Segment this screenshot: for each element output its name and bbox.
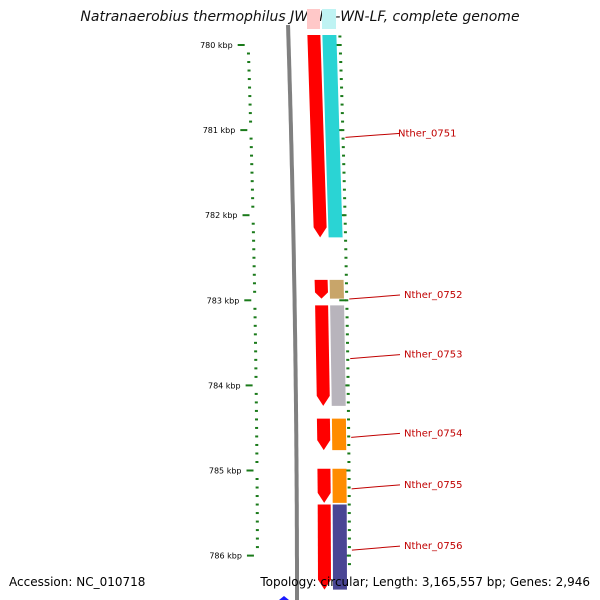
gene-bar-nther_0752 xyxy=(329,279,344,299)
gene-bar-nther_0753 xyxy=(330,305,346,406)
tick-label: 780 kbp xyxy=(200,41,233,50)
gene-label-nther_0755: Nther_0755 xyxy=(404,480,462,491)
gene-pointer-line xyxy=(349,294,401,300)
tick-label: 785 kbp xyxy=(209,467,242,476)
backbone-line xyxy=(286,24,299,600)
tick-label: 786 kbp xyxy=(209,552,242,561)
gene-pointer-line xyxy=(345,132,401,138)
gene-tracks xyxy=(307,9,401,590)
cyan-fade-top xyxy=(322,9,336,29)
accession-text: Accession: NC_010718 xyxy=(9,575,146,589)
tick-label: 783 kbp xyxy=(207,296,240,305)
genome-title: Natranaerobius thermophilus JW/NM-WN-LF,… xyxy=(80,9,520,25)
gene-label-nther_0756: Nther_0756 xyxy=(404,541,462,552)
tick-label: 784 kbp xyxy=(208,381,241,390)
gene-bar-nther_0756 xyxy=(332,504,347,590)
strand-arrow-nther_0751 xyxy=(307,35,327,238)
strand-arrow-nther_0756 xyxy=(317,504,331,590)
gene-bar-nther_0754 xyxy=(331,418,347,451)
strand-arrow-nther_0754 xyxy=(316,418,331,451)
gene-label-nther_0754: Nther_0754 xyxy=(404,428,462,439)
gene-bar-nther_0751 xyxy=(322,35,343,238)
strand-arrow-nther_0755 xyxy=(317,468,331,503)
gene-bar-nther_0755 xyxy=(332,468,347,503)
gene-pointer-line xyxy=(351,484,401,490)
gene-pointer-line xyxy=(351,432,401,438)
gene-label-nther_0752: Nther_0752 xyxy=(404,290,462,301)
strand-arrow-nther_0753 xyxy=(315,305,330,406)
position-pointer xyxy=(279,596,289,600)
gene-label-nther_0751: Nther_0751 xyxy=(398,128,456,139)
gene-labels: Nther_0751 Nther_0752 Nther_0753 Nther_0754… xyxy=(398,128,462,552)
strand-fade-top xyxy=(307,9,320,29)
gene-pointer-line xyxy=(350,354,401,360)
genome-summary-text: Topology: circular; Length: 3,165,557 bp… xyxy=(260,575,590,589)
tick-label: 781 kbp xyxy=(203,126,236,135)
genome-backbone xyxy=(279,24,299,600)
tick-label: 782 kbp xyxy=(205,211,238,220)
strand-arrow-nther_0752 xyxy=(314,279,328,299)
gene-label-nther_0753: Nther_0753 xyxy=(404,350,462,361)
gene-pointer-line xyxy=(351,545,401,551)
